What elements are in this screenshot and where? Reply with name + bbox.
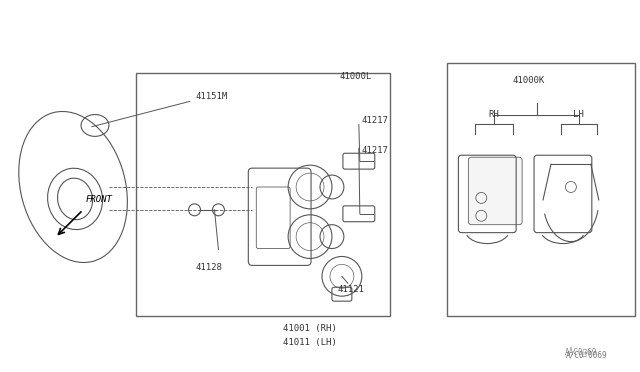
Text: RH: RH — [489, 110, 500, 119]
Text: 41121: 41121 — [338, 285, 365, 294]
Text: LH: LH — [573, 110, 584, 119]
Bar — [136, 73, 390, 316]
Text: 41128: 41128 — [195, 263, 222, 272]
Text: A/C0*0069: A/C0*0069 — [566, 350, 607, 359]
Text: 41000L: 41000L — [340, 72, 372, 81]
Text: AÃC0⁄69: AÃC0⁄69 — [564, 348, 597, 357]
Text: 41217: 41217 — [362, 146, 388, 155]
FancyBboxPatch shape — [468, 157, 522, 225]
Text: 41000K: 41000K — [513, 76, 545, 85]
Text: 41011 (LH): 41011 (LH) — [283, 338, 337, 347]
Bar — [447, 63, 635, 316]
Text: FRONT: FRONT — [86, 195, 113, 204]
Text: 41001 (RH): 41001 (RH) — [283, 324, 337, 333]
Text: 41151M: 41151M — [196, 92, 228, 101]
Text: 41217: 41217 — [362, 116, 388, 125]
